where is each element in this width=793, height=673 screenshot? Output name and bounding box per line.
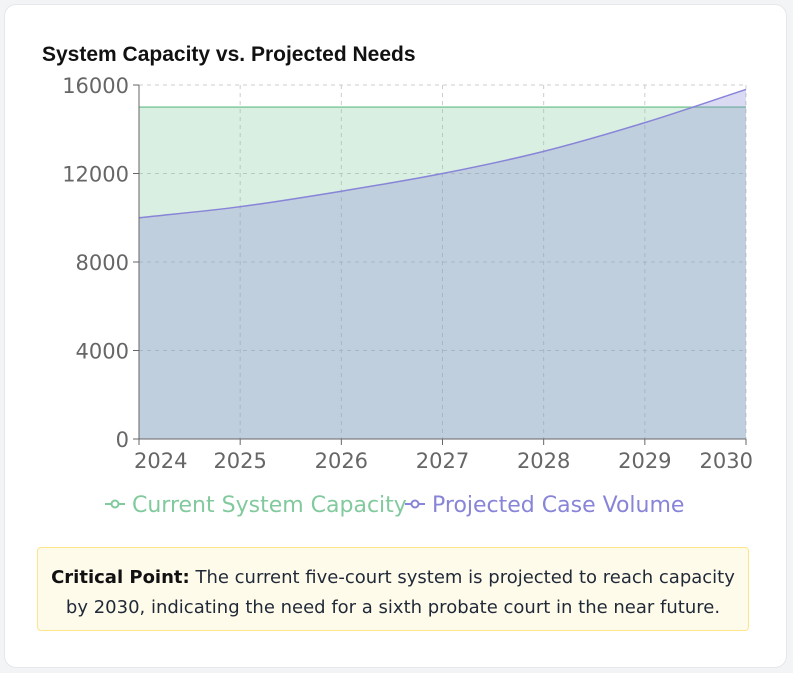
chart-grid — [138, 84, 747, 439]
y-tick-label: 16000 — [62, 74, 129, 98]
legend-item-capacity[interactable]: Current System Capacity — [105, 493, 407, 518]
y-tick-label: 4000 — [76, 340, 129, 364]
x-tick-label: 2024 — [134, 449, 187, 473]
series-line-volume — [138, 88, 747, 219]
x-tick-label: 2030 — [700, 449, 753, 473]
chart-title: System Capacity vs. Projected Needs — [42, 43, 416, 66]
legend-label: Current System Capacity — [132, 493, 407, 518]
x-tick-label: 2028 — [517, 449, 570, 473]
series-area-capacity — [139, 107, 746, 439]
y-tick-label: 8000 — [76, 251, 129, 275]
legend-item-volume[interactable]: Projected Case Volume — [405, 493, 684, 518]
series-area-volume — [139, 89, 746, 440]
x-tick-label: 2025 — [213, 449, 266, 473]
note-label: Critical Point: — [51, 567, 190, 588]
x-tick-label: 2027 — [416, 449, 469, 473]
legend-marker-icon — [110, 499, 120, 509]
chart-axes: 0 4000 8000 12000 16000 2024 2025 2026 2027 2028 2… — [62, 74, 753, 473]
note-text: The current five-court system is project… — [65, 567, 735, 618]
chart-areas — [138, 88, 747, 440]
y-tick-label: 12000 — [62, 163, 129, 187]
x-tick-label: 2026 — [315, 449, 368, 473]
legend-label: Projected Case Volume — [432, 493, 684, 518]
critical-point-note: Critical Point: The current five-court s… — [37, 547, 749, 631]
y-tick-label: 0 — [116, 428, 129, 452]
x-tick-label: 2029 — [618, 449, 671, 473]
chart-legend[interactable]: Current System Capacity Projected Case Vo… — [105, 493, 684, 518]
legend-marker-icon — [410, 499, 420, 509]
